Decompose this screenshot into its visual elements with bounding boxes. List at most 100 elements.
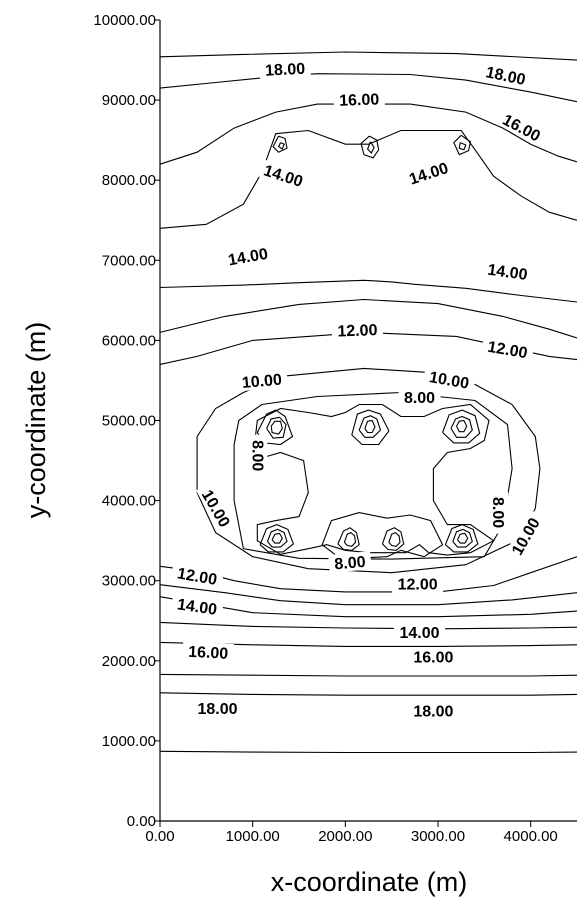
contour-line: [381, 527, 405, 551]
contour-label-background: [182, 641, 235, 663]
contour-label: 14.00: [256, 158, 311, 192]
contour-label: 14.00: [221, 242, 275, 270]
contour-label-text: 16.00: [413, 650, 453, 667]
contour-label-text: 8.00: [248, 440, 265, 471]
contour-label-background: [407, 647, 459, 666]
contour-line: [364, 419, 376, 434]
contour-line: [233, 391, 513, 560]
contour-label-text: 16.00: [188, 644, 229, 663]
contour-label-background: [481, 258, 535, 284]
y-tick-label: 2000.00: [102, 653, 156, 670]
contour-label: 16.00: [182, 641, 235, 663]
contour-label: 12.00: [392, 574, 444, 594]
y-tick-label: 5000.00: [102, 413, 156, 430]
y-tick-label: 10000.00: [93, 12, 156, 29]
contour-line: [450, 415, 473, 438]
y-axis-title: y-coordinate (m): [21, 322, 51, 519]
contour-label-background: [170, 562, 224, 590]
x-tick-label: 0.00: [145, 828, 174, 845]
contour-label-text: 14.00: [176, 596, 218, 618]
contour-label-text: 14.00: [486, 262, 528, 284]
contour-label: 10.00: [504, 509, 546, 563]
contour-label: 14.00: [170, 593, 224, 619]
contour-label-background: [398, 388, 441, 407]
contour-line: [452, 528, 473, 548]
contour-line: [159, 51, 577, 61]
contour-label-background: [195, 481, 238, 535]
contour-label-background: [328, 551, 372, 573]
contour-line: [159, 298, 577, 339]
contour-line: [337, 527, 360, 551]
contour-label-text: 18.00: [413, 703, 453, 720]
contour-label-text: 18.00: [484, 64, 527, 89]
y-tick-label: 3000.00: [102, 573, 156, 590]
contour-line: [453, 134, 472, 156]
x-tick-label: 4000.00: [504, 828, 558, 845]
y-tick-label: 4000.00: [102, 493, 156, 510]
contour-label-text: 10.00: [428, 369, 470, 393]
contour-line: [159, 279, 577, 303]
contour-line: [321, 512, 444, 559]
contour-line: [457, 532, 469, 544]
contour-label: 14.00: [401, 156, 456, 190]
y-tick-label: 8000.00: [102, 172, 156, 189]
contour-line: [360, 135, 380, 159]
contour-label: 14.00: [394, 622, 445, 642]
contour-label-text: 18.00: [265, 61, 306, 80]
contour-label-background: [333, 89, 385, 109]
contour-line: [270, 420, 283, 435]
contour-labels: 18.00 18.00 16.00 16.00 14.00 14.00 14.00 14.00…: [170, 58, 549, 720]
y-tick-label: 7000.00: [102, 252, 156, 269]
contour-line: [159, 673, 577, 677]
contour-label: 8.00: [398, 388, 441, 407]
contour-label: 8.00: [489, 491, 509, 534]
contour-label-background: [192, 698, 243, 717]
x-axis-title: x-coordinate (m): [271, 867, 468, 897]
contour-line: [351, 409, 390, 446]
contour-label: 12.00: [480, 335, 535, 363]
contour-label-text: 18.00: [197, 701, 237, 718]
contour-label-background: [256, 158, 311, 192]
x-tick-label: 1000.00: [226, 828, 280, 845]
contour-label-background: [401, 156, 456, 190]
contour-line: [159, 103, 577, 165]
contour-line: [266, 416, 287, 439]
contour-label-text: 10.00: [241, 372, 282, 392]
contour-line: [159, 584, 577, 606]
contour-label-background: [480, 335, 535, 363]
contour-line: [271, 532, 283, 544]
contour-line: [358, 415, 382, 438]
contour-label-background: [331, 319, 384, 340]
contour-line: [272, 135, 288, 153]
contour-label: 18.00: [478, 61, 533, 90]
contour-label: 8.00: [328, 551, 372, 574]
contour-label-background: [259, 58, 311, 80]
contour-line: [456, 419, 468, 433]
contour-label-text: 10.00: [198, 487, 233, 530]
contour-line: [343, 531, 357, 547]
contour-label-background: [407, 701, 459, 720]
contour-line: [444, 524, 479, 553]
contour-label-background: [490, 491, 509, 534]
contour-label-text: 12.00: [486, 339, 528, 363]
y-tick-label: 6000.00: [102, 332, 156, 349]
contour-line: [159, 750, 577, 754]
y-tick-label: 0.00: [127, 813, 156, 830]
contour-label-text: 8.00: [334, 554, 367, 574]
contour-label-text: 16.00: [339, 91, 380, 109]
contour-label-text: 14.00: [399, 625, 439, 642]
x-tick-label: 3000.00: [411, 828, 465, 845]
contour-line: [159, 596, 577, 618]
contour-label-background: [235, 369, 289, 392]
contour-label: 8.00: [248, 434, 268, 477]
contour-label-background: [221, 242, 275, 270]
y-tick-label: 1000.00: [102, 733, 156, 750]
contour-label-background: [394, 622, 445, 641]
x-tick-label: 2000.00: [318, 828, 372, 845]
contour-line: [366, 141, 375, 154]
contour-label: 16.00: [495, 107, 549, 148]
y-tick-label: 9000.00: [102, 92, 156, 109]
contour-line: [159, 641, 577, 647]
contour-label: 18.00: [407, 701, 459, 720]
